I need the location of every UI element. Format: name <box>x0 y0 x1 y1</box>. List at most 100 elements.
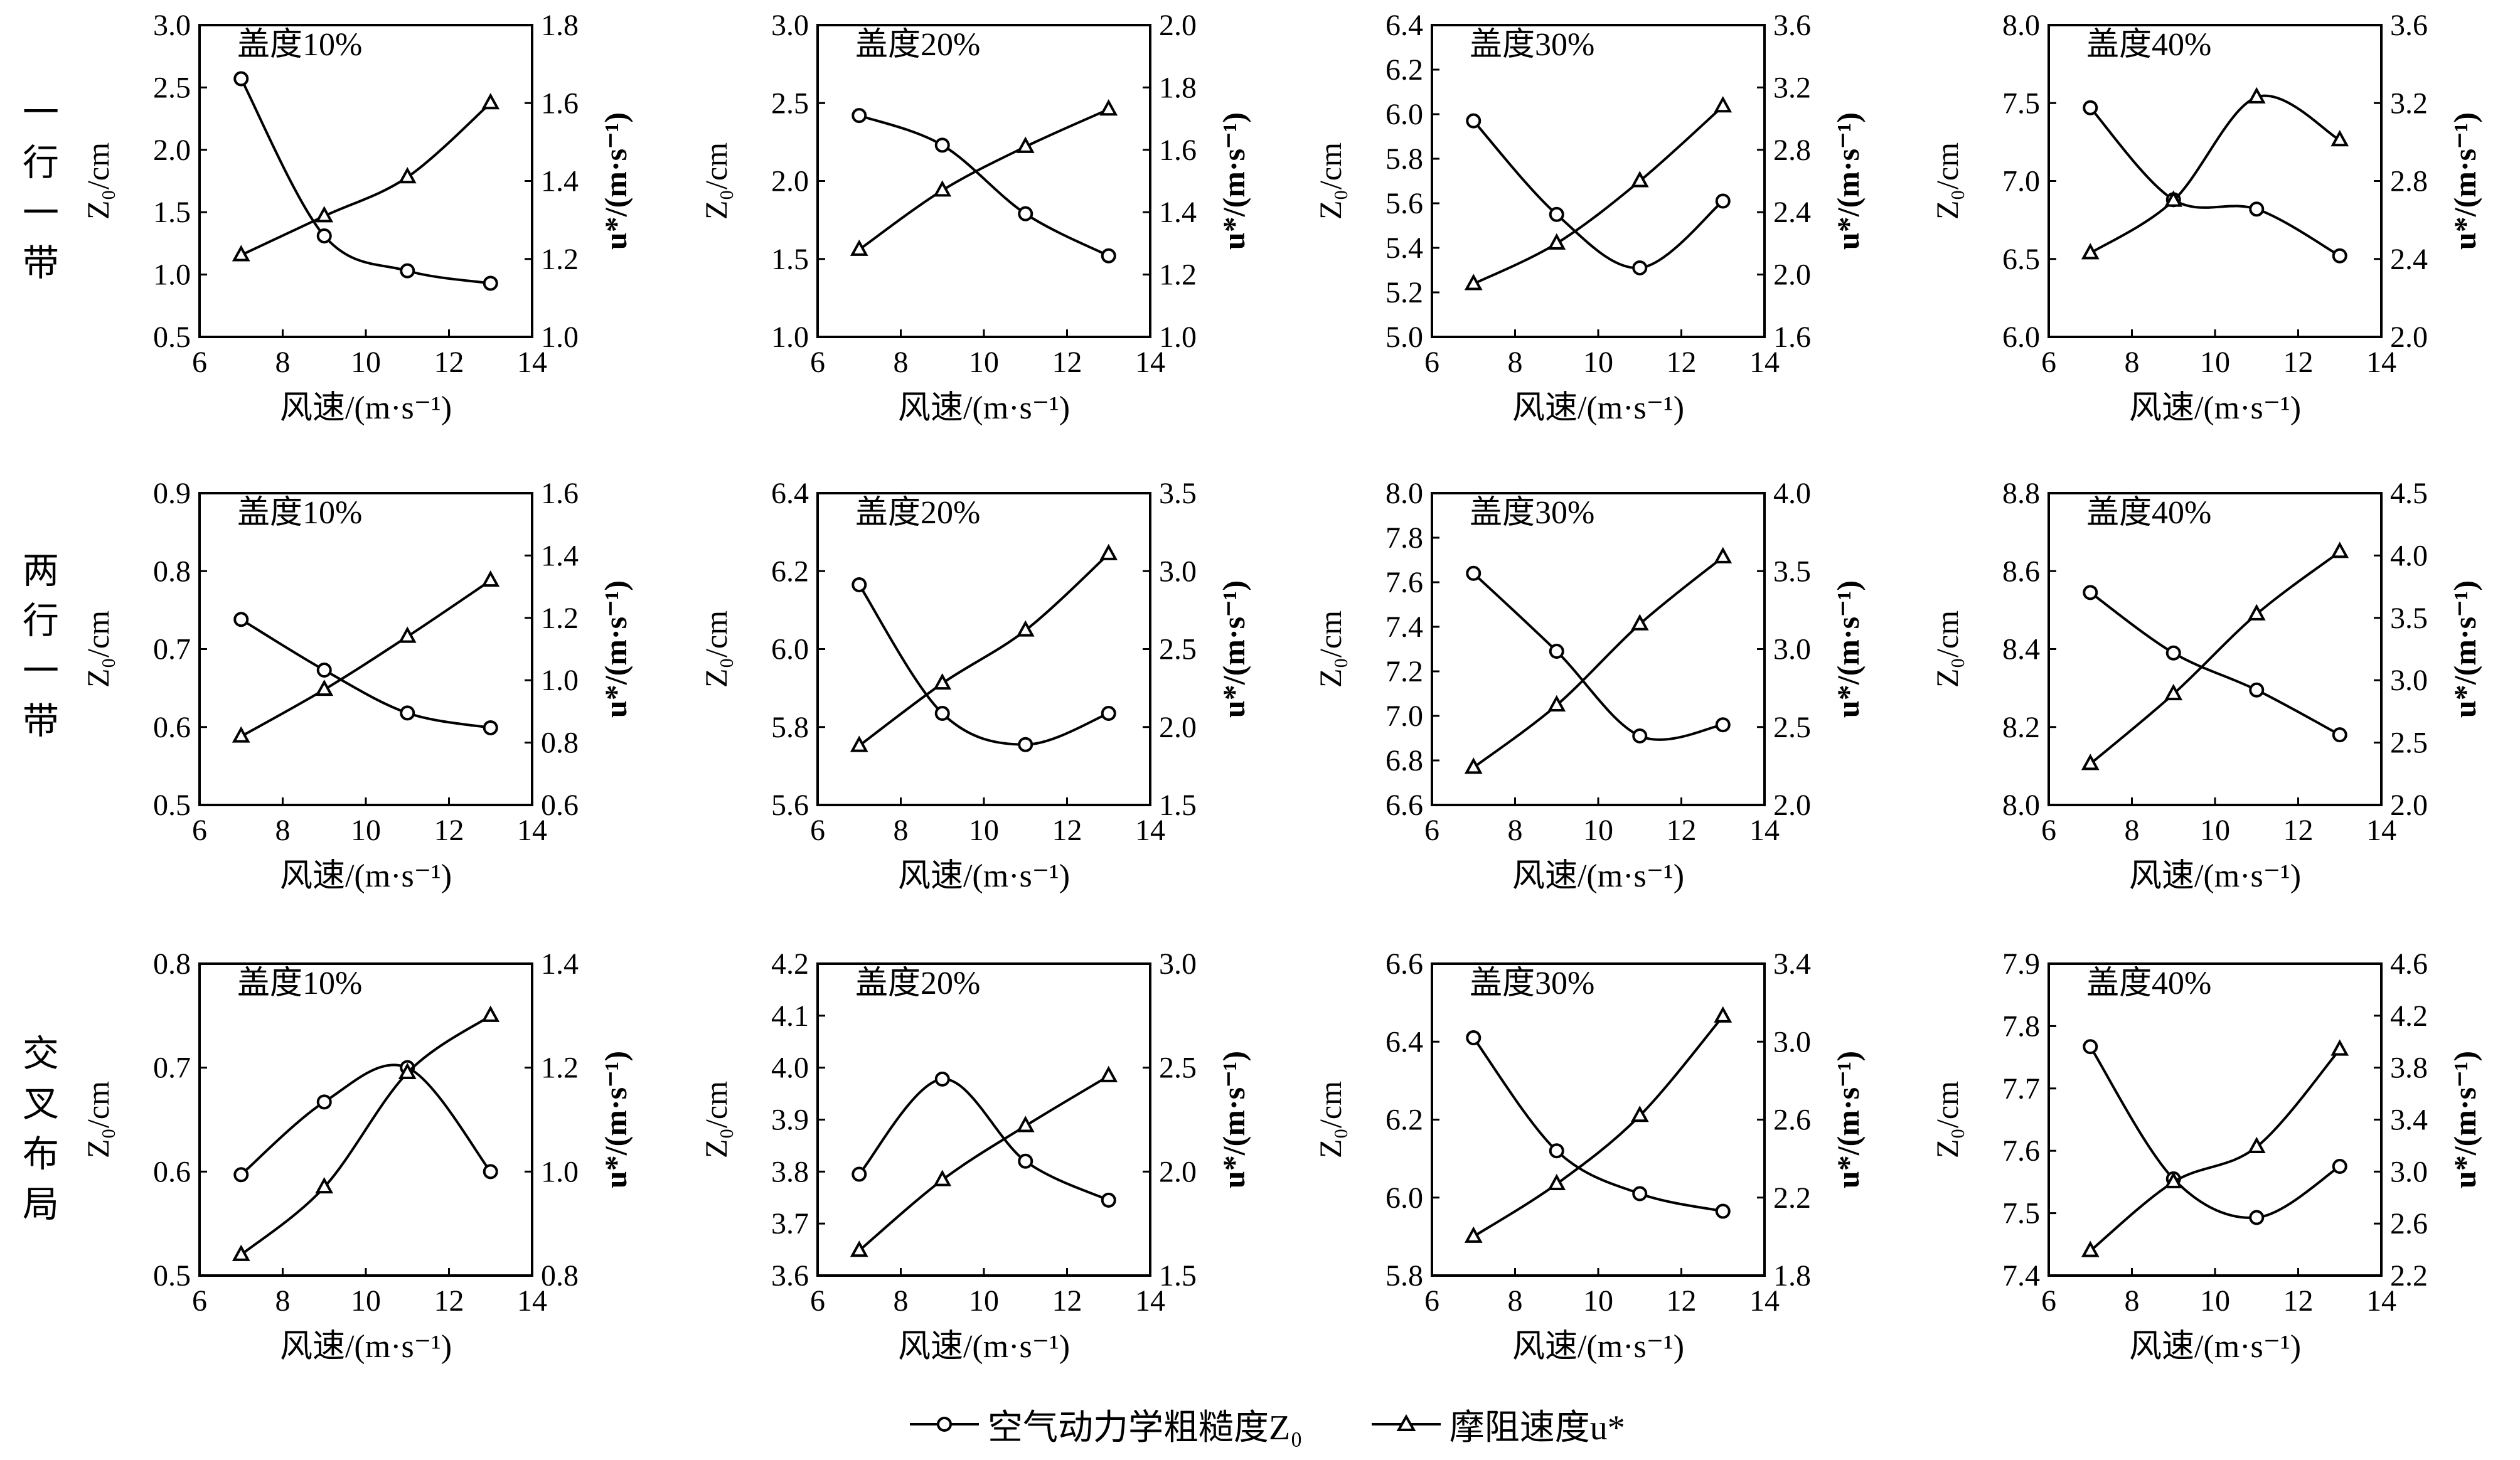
x-tick-label: 8 <box>2125 814 2140 847</box>
y-tick-label: 1.0 <box>153 258 191 292</box>
y2-tick-label: 4.0 <box>2390 539 2428 572</box>
x-tick-label: 12 <box>434 814 464 847</box>
y-tick-label: 7.2 <box>1385 655 1423 688</box>
series-line-u <box>858 553 1110 747</box>
y2-tick-label: 1.5 <box>1159 1259 1197 1292</box>
y2-tick-label: 3.4 <box>2390 1104 2428 1137</box>
panel-2-2: 6 8 10 12 14 5.6 5.8 6.0 6.2 6.4 1.5 2.0 2.5 3.0 3.5 盖度… <box>698 477 1251 894</box>
plot-frame <box>2048 24 2383 338</box>
y-tick-label: 7.8 <box>2002 1010 2040 1043</box>
data-point-u <box>232 1244 250 1261</box>
y2-tick-label: 3.0 <box>1159 555 1197 588</box>
series-line-u <box>858 108 1109 251</box>
panel-title: 盖度20% <box>855 966 980 1001</box>
data-point-z0 <box>1715 1203 1731 1219</box>
x-tick-label: 12 <box>1052 814 1082 847</box>
y-tick-label: 3.7 <box>771 1207 809 1240</box>
series-line-u <box>1473 1015 1724 1238</box>
data-point-z0 <box>2332 727 2347 743</box>
row-label-3-text: 交叉布局 <box>22 1033 59 1225</box>
y2-axis-label: u*/(m·s⁻¹) <box>2447 1051 2482 1188</box>
data-point-u <box>850 1240 868 1257</box>
y-tick-label: 8.8 <box>2002 477 2040 510</box>
data-point-z0 <box>483 720 498 735</box>
y2-tick-label: 0.6 <box>541 789 579 822</box>
y-tick-label: 8.4 <box>2002 633 2040 666</box>
y2-tick-label: 3.6 <box>2390 9 2428 42</box>
y-axis-label: Z₀/cm <box>698 610 734 688</box>
series-line-z0 <box>2089 1046 2341 1219</box>
panel-title: 盖度40% <box>2086 27 2211 63</box>
y2-tick-label: 3.0 <box>2390 664 2428 697</box>
y-tick-label: 6.8 <box>1385 744 1423 777</box>
y-axis-label: Z₀/cm <box>698 142 734 220</box>
data-point-u <box>1714 96 1732 113</box>
data-point-u <box>1714 1006 1732 1023</box>
data-point-u <box>2081 1240 2100 1257</box>
x-tick-label: 8 <box>894 1284 909 1318</box>
series-line-z0 <box>240 618 491 729</box>
y2-tick-label: 1.6 <box>541 477 579 510</box>
y-tick-label: 0.8 <box>153 555 191 588</box>
y-tick-label: 0.6 <box>153 1155 191 1188</box>
data-point-z0 <box>2083 100 2098 115</box>
y2-tick-label: 2.5 <box>1159 633 1197 666</box>
data-point-u <box>850 239 868 256</box>
y2-tick-label: 1.0 <box>541 664 579 697</box>
data-point-z0 <box>2249 1210 2265 1225</box>
y-tick-label: 5.0 <box>1385 321 1423 354</box>
data-point-z0 <box>1632 260 1648 275</box>
data-point-z0 <box>2083 585 2098 600</box>
x-tick-label: 6 <box>192 814 207 847</box>
panel-title: 盖度10% <box>237 495 362 531</box>
row-label-1-text: 一行一带 <box>22 92 59 284</box>
y2-axis-label: u*/(m·s⁻¹) <box>1216 580 1251 718</box>
data-point-z0 <box>316 663 332 678</box>
y2-tick-label: 3.6 <box>1773 9 1811 42</box>
y-tick-label: 6.0 <box>2002 321 2040 354</box>
y2-tick-label: 1.8 <box>541 9 579 42</box>
y-tick-label: 5.8 <box>1385 1259 1423 1292</box>
y-tick-label: 6.4 <box>771 477 809 510</box>
panel-1-1: 6 8 10 12 14 0.5 1.0 1.5 2.0 2.5 3.0 1.0 1.2 1.4 1.6 1.… <box>80 9 633 426</box>
y-tick-label: 1.5 <box>771 243 809 276</box>
plot-frame <box>816 24 1151 338</box>
panel-3-3: 6 8 10 12 14 5.8 6.0 6.2 6.4 6.6 1.8 2.2 2.6 3.0 3.4 盖度… <box>1313 947 1866 1365</box>
data-point-z0 <box>2165 645 2181 661</box>
y-axis-label: Z₀/cm <box>80 610 115 688</box>
data-point-z0 <box>483 275 498 291</box>
data-point-u <box>1099 1065 1118 1082</box>
data-point-u <box>850 735 868 752</box>
y2-tick-label: 2.0 <box>1159 1155 1197 1188</box>
row-label-2-text: 两行一带 <box>22 550 59 742</box>
data-point-u <box>2164 190 2183 207</box>
series-line-u <box>240 1015 491 1256</box>
data-point-z0 <box>1101 248 1116 264</box>
x-tick-label: 8 <box>275 814 291 847</box>
x-axis-label: 风速/(m·s⁻¹) <box>2129 1329 2301 1365</box>
data-point-u <box>1016 136 1035 153</box>
y2-axis-label: u*/(m·s⁻¹) <box>598 1051 633 1188</box>
x-axis-label: 风速/(m·s⁻¹) <box>898 858 1070 894</box>
x-tick-label: 12 <box>2283 1284 2314 1318</box>
y-tick-label: 7.0 <box>2002 165 2040 198</box>
y-axis-label: Z₀/cm <box>698 1081 734 1158</box>
legend-item-u: 摩阻速度u* <box>1371 1399 1625 1450</box>
x-tick-label: 14 <box>517 1284 547 1318</box>
x-tick-label: 6 <box>810 346 825 379</box>
data-point-u <box>315 206 334 223</box>
x-tick-label: 10 <box>969 1284 999 1318</box>
y-tick-label: 7.4 <box>1385 610 1423 644</box>
panel-title: 盖度20% <box>855 495 980 531</box>
y-tick-label: 6.6 <box>1385 947 1423 981</box>
legend: 空气动力学粗糙度Z₀ 摩阻速度u* <box>910 1402 1694 1447</box>
row-label-2: 两行一带 <box>16 546 66 747</box>
row-label-3: 交叉布局 <box>16 1029 66 1230</box>
y-tick-label: 4.0 <box>771 1052 809 1085</box>
y-tick-label: 3.6 <box>771 1259 809 1292</box>
series-line-u <box>858 1075 1109 1252</box>
data-point-z0 <box>2332 248 2347 264</box>
y2-tick-label: 3.5 <box>1773 555 1811 588</box>
data-point-z0 <box>233 71 249 87</box>
y2-axis-label: u*/(m·s⁻¹) <box>1830 1051 1866 1188</box>
